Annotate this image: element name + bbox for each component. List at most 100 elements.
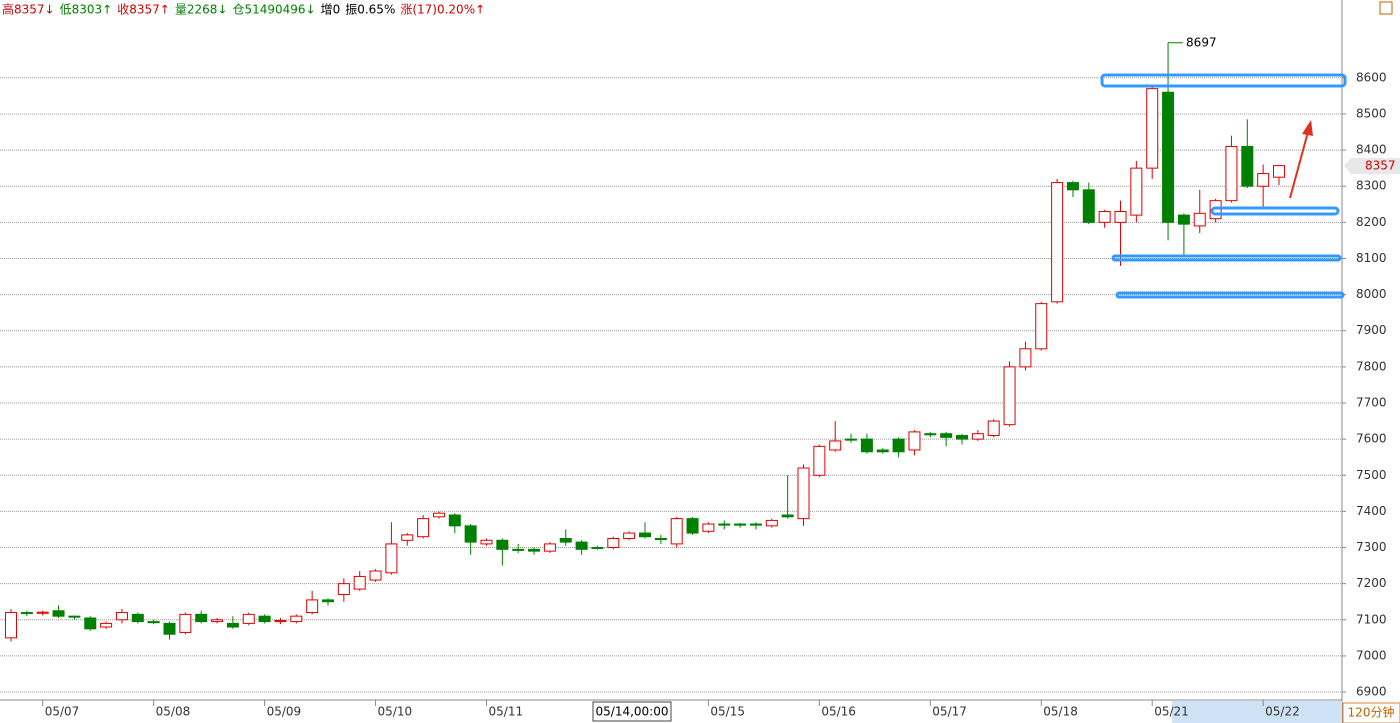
candle-body <box>432 512 445 518</box>
candle-body <box>734 523 747 526</box>
candle-body <box>940 433 953 438</box>
candle-body <box>84 617 97 630</box>
candle-body <box>1003 366 1016 426</box>
header-item: 低8303↑ <box>60 3 113 17</box>
candle-body <box>1035 303 1048 350</box>
header-item: 涨(17)0.20%↑ <box>400 2 485 17</box>
candle-body <box>36 611 49 614</box>
candle-body <box>670 518 683 545</box>
candle-body <box>797 467 810 520</box>
candle-body <box>1019 348 1032 368</box>
x-tick-label: 05/09 <box>267 705 302 719</box>
candle-body <box>353 575 366 590</box>
period-box[interactable] <box>1342 702 1400 723</box>
candle-body <box>147 621 160 624</box>
x-tick-label: 05/15 <box>710 705 745 719</box>
candle-body <box>274 620 287 623</box>
candle-body <box>559 537 572 543</box>
candle-body <box>337 583 350 595</box>
last-price-label: 8357 <box>1365 159 1396 173</box>
candle-body <box>131 613 144 623</box>
candle-body <box>512 548 525 551</box>
y-tick-label: 7400 <box>1356 504 1387 518</box>
candle-body <box>322 599 334 603</box>
period-label[interactable]: 120分钟 <box>1348 705 1395 720</box>
header-item: 仓51490496↓ <box>232 3 315 17</box>
y-tick-label: 8600 <box>1356 70 1387 84</box>
y-tick-label: 7600 <box>1356 432 1387 446</box>
candle-body <box>860 438 873 453</box>
candle-body <box>686 518 699 534</box>
candle-body <box>1146 88 1159 169</box>
candle-body <box>718 523 731 526</box>
arrow-annotation <box>1289 131 1309 199</box>
candle-body <box>226 622 239 628</box>
candle-body <box>1162 91 1175 223</box>
header-item: 收8357↑ <box>117 3 170 17</box>
cursor-label: 05/14,00:00 <box>596 705 669 719</box>
candle-body <box>195 613 208 623</box>
candle-body <box>480 539 493 545</box>
x-tick-label: 05/16 <box>821 705 856 719</box>
candle-body <box>845 438 858 441</box>
candle-body <box>464 525 477 543</box>
candle-body <box>100 622 113 628</box>
candle-body <box>1098 210 1111 223</box>
candle-body <box>591 547 604 550</box>
x-tick-label: 05/22 <box>1265 705 1300 719</box>
candle-body <box>179 613 192 633</box>
candle-body <box>781 514 794 518</box>
header-item: 增0 <box>321 3 341 17</box>
candle-body <box>369 570 382 581</box>
candle-body <box>496 539 509 550</box>
candle-body <box>1225 145 1238 202</box>
y-tick-label: 6900 <box>1356 685 1387 699</box>
candle-body <box>20 612 33 615</box>
candle-body <box>623 532 636 539</box>
y-tick-label: 7800 <box>1356 359 1387 373</box>
candle-body <box>258 615 271 623</box>
candle-body <box>528 548 541 552</box>
candle-body <box>306 599 319 614</box>
candle-body <box>876 449 889 453</box>
candle-body <box>639 532 651 538</box>
y-tick-label: 8300 <box>1356 179 1387 193</box>
candle-body <box>956 435 968 440</box>
window-icon[interactable] <box>1379 1 1393 15</box>
cursor-box <box>592 701 672 722</box>
candle-body <box>829 440 842 451</box>
candle-body <box>654 537 667 541</box>
candle-body <box>971 433 984 440</box>
y-tick-label: 7100 <box>1356 612 1387 626</box>
y-tick-label: 8500 <box>1356 106 1387 120</box>
candle-body <box>987 420 1000 437</box>
plot-area: 6900 7000 7100 7200 7300 7400 7500 7600 7700 7800… <box>0 35 1387 719</box>
selection-highlight <box>1172 701 1342 723</box>
y-tick-label: 7200 <box>1356 576 1387 590</box>
candle-body <box>575 541 588 550</box>
candle-body <box>417 518 430 538</box>
candle-body <box>607 537 620 549</box>
candle-body <box>1241 145 1254 187</box>
candle-body <box>68 615 81 618</box>
header-item: 振0.65% <box>345 3 395 17</box>
header-item: 高8357↓ <box>2 2 55 17</box>
box-annotation <box>1100 73 1347 88</box>
x-tick-label: 05/08 <box>156 705 191 719</box>
y-tick-label: 7000 <box>1356 648 1387 662</box>
candle-body <box>242 613 255 624</box>
candle-body <box>765 519 778 527</box>
candle-body <box>5 612 17 639</box>
x-tick-label: 05/17 <box>932 705 967 719</box>
candle-body <box>1193 212 1206 227</box>
candle-body <box>924 433 937 436</box>
candle-body <box>52 610 65 617</box>
candle-body <box>749 523 762 526</box>
x-tick-label: 05/11 <box>489 705 524 719</box>
candle-body <box>813 445 826 476</box>
candle-body <box>1273 165 1285 178</box>
candle-body <box>385 543 398 574</box>
candle-body <box>115 612 128 621</box>
